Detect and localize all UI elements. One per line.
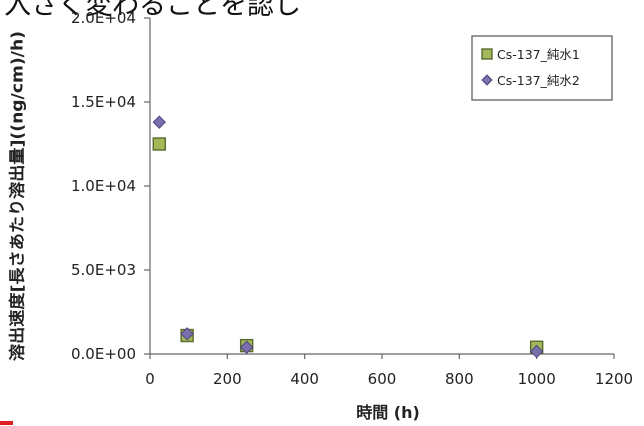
- y-tick-label: 5.0E+03: [71, 261, 136, 279]
- x-tick-label: 800: [445, 370, 474, 388]
- plot-area: 0.0E+00 5.0E+03 1.0E+04 1.5E+04 2.0E+04 0 200…: [71, 9, 633, 388]
- y-axis-ticks: 0.0E+00 5.0E+03 1.0E+04 1.5E+04 2.0E+04: [71, 9, 150, 363]
- y-tick-label: 1.5E+04: [71, 93, 136, 111]
- series-2-points: [152, 115, 544, 359]
- legend-marker-diamond: [481, 74, 493, 86]
- data-point-diamond: [529, 344, 544, 359]
- series-1-points: [152, 137, 544, 354]
- x-axis-title: 時間 (h): [356, 403, 420, 422]
- x-axis-ticks: 0 200 400 600 800 1000 1200: [145, 354, 633, 388]
- legend: Cs-137_純水1 Cs-137_純水2: [471, 35, 613, 101]
- x-tick-label: 600: [368, 370, 397, 388]
- data-point-diamond: [239, 340, 254, 354]
- data-point-square: [152, 137, 166, 151]
- legend-items: Cs-137_純水1 Cs-137_純水2: [481, 47, 580, 88]
- x-tick-label: 400: [290, 370, 319, 388]
- y-tick-label: 2.0E+04: [71, 9, 136, 27]
- x-tick-label: 1200: [595, 370, 633, 388]
- x-tick-label: 200: [213, 370, 242, 388]
- y-axis-title: 溶出速度[長さあたり溶出量]((ng/cm)/h): [8, 31, 27, 361]
- data-markers: [152, 115, 544, 359]
- x-tick-label: 0: [145, 370, 155, 388]
- x-tick-label: 1000: [518, 370, 556, 388]
- y-tick-label: 0.0E+00: [71, 345, 136, 363]
- legend-label: Cs-137_純水1: [497, 47, 580, 62]
- y-tick-label: 1.0E+04: [71, 177, 136, 195]
- data-point-diamond: [152, 115, 166, 129]
- legend-label: Cs-137_純水2: [497, 73, 580, 88]
- legend-box: [471, 35, 613, 101]
- red-corner-mark: [0, 421, 13, 425]
- cut-off-header-text: 入さく変わることを認し: [4, 0, 301, 21]
- data-point-diamond: [180, 327, 194, 341]
- legend-marker-square: [481, 48, 493, 60]
